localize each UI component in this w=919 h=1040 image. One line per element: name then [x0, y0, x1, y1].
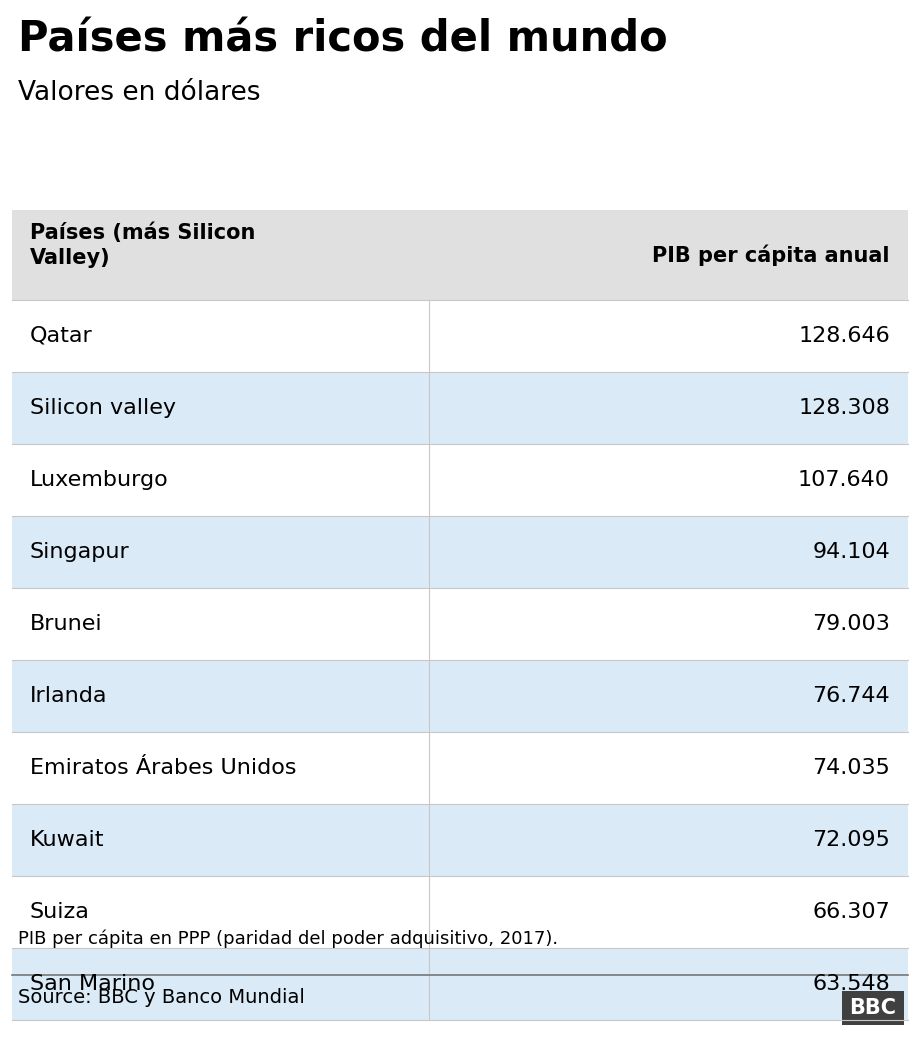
Bar [12, 516, 907, 588]
Text: PIB per cápita anual: PIB per cápita anual [652, 244, 889, 266]
Text: Singapur: Singapur [30, 542, 130, 562]
Bar [12, 732, 907, 804]
Text: BBC: BBC [848, 998, 895, 1018]
Bar [12, 948, 907, 1020]
Bar [12, 660, 907, 732]
Text: 74.035: 74.035 [811, 758, 889, 778]
Text: Países más ricos del mundo: Países más ricos del mundo [18, 18, 667, 60]
Text: 72.095: 72.095 [811, 830, 889, 850]
Text: Irlanda: Irlanda [30, 686, 108, 706]
Text: Brunei: Brunei [30, 614, 103, 634]
Text: Luxemburgo: Luxemburgo [30, 470, 168, 490]
Text: PIB per cápita en PPP (paridad del poder adquisitivo, 2017).: PIB per cápita en PPP (paridad del poder… [18, 930, 558, 948]
Text: 128.308: 128.308 [798, 398, 889, 418]
Text: 94.104: 94.104 [811, 542, 889, 562]
Text: San Marino: San Marino [30, 974, 154, 994]
Bar [12, 300, 907, 372]
Text: Suiza: Suiza [30, 902, 90, 922]
Text: Valores en dólares: Valores en dólares [18, 80, 260, 106]
Bar [12, 372, 907, 444]
Text: 128.646: 128.646 [798, 326, 889, 346]
Bar [12, 210, 907, 300]
Text: Qatar: Qatar [30, 326, 93, 346]
Text: 76.744: 76.744 [811, 686, 889, 706]
Text: Emiratos Árabes Unidos: Emiratos Árabes Unidos [30, 758, 296, 778]
Bar [12, 876, 907, 948]
Bar [841, 991, 903, 1025]
Text: 79.003: 79.003 [811, 614, 889, 634]
Text: 63.548: 63.548 [811, 974, 889, 994]
Text: Source: BBC y Banco Mundial: Source: BBC y Banco Mundial [18, 988, 304, 1007]
Text: Kuwait: Kuwait [30, 830, 105, 850]
Text: Silicon valley: Silicon valley [30, 398, 176, 418]
Bar [12, 588, 907, 660]
Bar [12, 804, 907, 876]
Bar [12, 444, 907, 516]
Text: Países (más Silicon
Valley): Países (más Silicon Valley) [30, 222, 255, 268]
Text: 107.640: 107.640 [797, 470, 889, 490]
Text: 66.307: 66.307 [811, 902, 889, 922]
